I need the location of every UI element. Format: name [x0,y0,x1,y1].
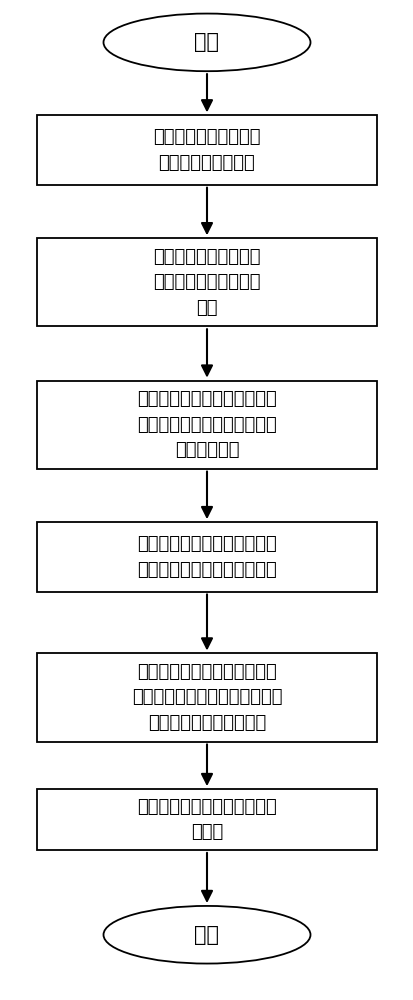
Ellipse shape [103,14,310,71]
FancyBboxPatch shape [37,522,376,592]
Text: 开始: 开始 [194,32,219,52]
Text: 分析行波波头性质及折反射情
况，选定其中含波头幅值最大的
波头对应时刻的测距公式: 分析行波波头性质及折反射情 况，选定其中含波头幅值最大的 波头对应时刻的测距公式 [131,663,282,732]
Text: 获取故障区段线路两端
的故障电流行波信号: 获取故障区段线路两端 的故障电流行波信号 [153,128,260,172]
Text: 对线模分量进行多分辨形态梯
度分析，识别突变极性并确定
电流突变时刻: 对线模分量进行多分辨形态梯 度分析，识别突变极性并确定 电流突变时刻 [137,390,276,459]
FancyBboxPatch shape [37,653,376,742]
Text: 代入电流突变点时刻，计算故
障距离: 代入电流突变点时刻，计算故 障距离 [137,798,276,841]
FancyBboxPatch shape [37,115,376,185]
Text: 基于单双端测距原理结合的方
式，推导出两组故障测距公式: 基于单双端测距原理结合的方 式，推导出两组故障测距公式 [137,535,276,579]
FancyBboxPatch shape [37,381,376,469]
Ellipse shape [103,906,310,964]
Text: 对故障电流行波信号进
行解耦，提取线模分量
信号: 对故障电流行波信号进 行解耦，提取线模分量 信号 [153,248,260,317]
FancyBboxPatch shape [37,789,376,850]
FancyBboxPatch shape [37,238,376,326]
Text: 结束: 结束 [194,925,219,945]
